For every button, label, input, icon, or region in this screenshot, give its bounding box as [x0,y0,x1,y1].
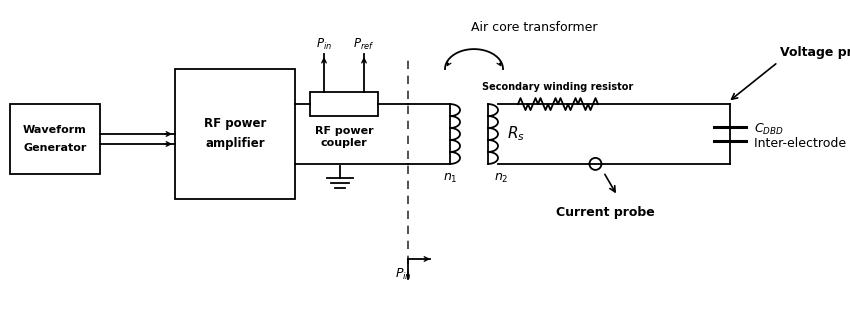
Text: RF power: RF power [204,117,266,131]
Text: Voltage probe: Voltage probe [780,46,850,59]
Text: $C_{DBD}$: $C_{DBD}$ [754,122,784,137]
Text: $P_{ref}$: $P_{ref}$ [354,37,375,52]
Text: $R_s$: $R_s$ [507,125,524,143]
Text: Generator: Generator [23,143,87,153]
Bar [175,69,295,199]
Text: $n_1$: $n_1$ [443,172,457,185]
Text: Air core transformer: Air core transformer [471,21,598,34]
Text: amplifier: amplifier [205,138,265,150]
Text: Waveform: Waveform [23,125,87,135]
Bar [10,104,100,174]
Text: Current probe: Current probe [556,206,654,219]
Bar [310,92,378,116]
Text: Inter-electrode capacitor: Inter-electrode capacitor [754,138,850,150]
Text: RF power: RF power [314,126,373,136]
Text: coupler: coupler [320,138,367,148]
Text: $P_{in}$: $P_{in}$ [316,37,332,52]
Text: $P_{in}$: $P_{in}$ [394,267,411,282]
Text: $n_2$: $n_2$ [494,172,508,185]
Text: Secondary winding resistor: Secondary winding resistor [482,82,633,92]
